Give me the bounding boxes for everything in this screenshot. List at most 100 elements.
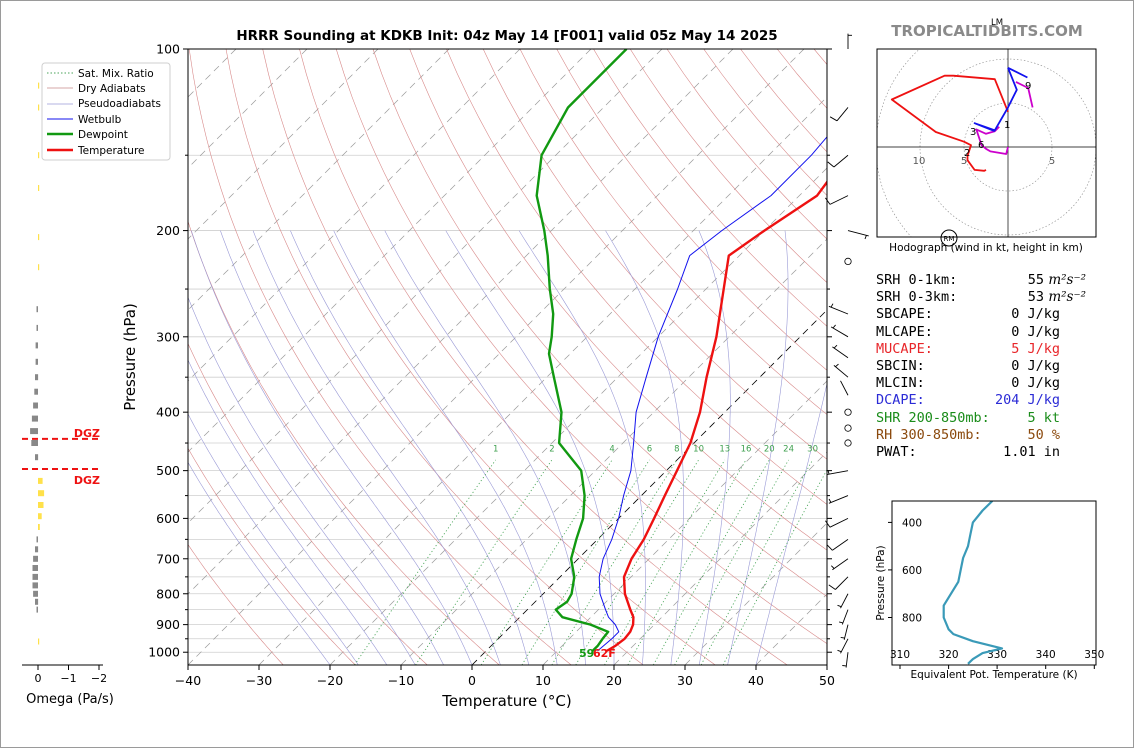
skewt-ylabel: Pressure (hPa) xyxy=(121,303,139,411)
param-value: 53 xyxy=(1027,289,1044,306)
theta-e-ylabel: Pressure (hPa) xyxy=(875,545,887,620)
dgz-label-top: DGZ xyxy=(74,427,100,440)
theta-e-xtick-label: 350 xyxy=(1084,649,1104,661)
hodograph-rings xyxy=(877,49,1096,237)
hodograph-rm-label: RM xyxy=(944,235,955,243)
omega-bar xyxy=(33,402,38,409)
wind-barb-calm xyxy=(844,257,852,265)
mixing-ratio-label: 10 xyxy=(693,445,704,455)
omega-bar xyxy=(35,358,38,365)
param-label: DCAPE: xyxy=(876,392,925,409)
omega-bar xyxy=(35,598,39,605)
mixing-ratio-label: 2 xyxy=(549,445,554,455)
omega-bar xyxy=(36,324,38,331)
hodograph-lm-label: LM xyxy=(991,18,1003,28)
theta-e-ytick-label: 800 xyxy=(902,613,922,625)
dry-adiabat xyxy=(225,49,644,665)
pressure-tick-label: 500 xyxy=(156,463,180,478)
pressure-tick-label: 200 xyxy=(156,223,180,238)
pseudoadiabat xyxy=(188,461,331,665)
param-row: DCAPE: 204 J/kg xyxy=(876,392,1106,409)
wind-barb-half-flag xyxy=(830,565,835,569)
dgz-label-bottom: DGZ xyxy=(74,474,100,487)
pressure-tick-label: 1000 xyxy=(148,645,180,660)
param-label: SBCIN: xyxy=(876,357,925,374)
theta-e-line xyxy=(942,501,1004,665)
dry-adiabat xyxy=(188,544,284,665)
omega-bar xyxy=(31,440,38,446)
omega-bar xyxy=(35,374,39,381)
theta-e-xlabel: Equivalent Pot. Temperature (K) xyxy=(910,669,1077,681)
omega-bar xyxy=(38,638,40,645)
hodograph-trace xyxy=(890,66,1034,172)
pseudoadiabat xyxy=(252,230,501,665)
mixing-ratio-label: 30 xyxy=(807,445,818,455)
wind-barb-shaft xyxy=(840,638,849,654)
pseudoadiabat xyxy=(220,230,473,665)
parameters-table: SRH 0-1km: 55 m²s⁻² SRH 0-3km: 53 m²s⁻² SBCAPE… xyxy=(876,272,1106,461)
mixing-ratio-label: 36 xyxy=(827,445,838,455)
skewt-axes-frame xyxy=(187,48,828,666)
omega-bar xyxy=(38,82,40,89)
theta-e-ytick-label: 400 xyxy=(902,517,922,529)
wind-barb-shaft xyxy=(829,195,849,205)
temperature-tick-label: −20 xyxy=(317,673,343,688)
wind-barb-shaft xyxy=(832,346,849,359)
param-row: MLCAPE: 0 J/kg xyxy=(876,324,1106,341)
param-value: 0 J/kg xyxy=(1011,375,1060,392)
mixing-ratio-label: 1 xyxy=(493,445,498,455)
hodograph-ring-label: 5 xyxy=(1049,156,1055,167)
dry-adiabat xyxy=(409,49,827,551)
hodograph-height-label: 6 xyxy=(978,140,984,151)
wind-barb-shaft xyxy=(833,154,849,168)
dry-adiabat xyxy=(188,49,572,665)
surface-dewpoint-label: 59 xyxy=(579,647,594,660)
theta-e-xtick-label: 320 xyxy=(939,649,959,661)
isotherm xyxy=(188,49,592,453)
pressure-tick-label: 700 xyxy=(156,551,180,566)
wind-barb-half-flag xyxy=(864,235,867,240)
mixing-ratio-line xyxy=(674,459,789,665)
param-row: SBCIN: 0 J/kg xyxy=(876,358,1106,375)
param-row: SBCAPE: 0 J/kg xyxy=(876,306,1106,323)
param-row: PWAT: 1.01 in xyxy=(876,444,1106,461)
temperature-tick-label: −10 xyxy=(388,673,414,688)
param-label: SRH 0-3km: xyxy=(876,289,958,306)
dry-adiabat xyxy=(482,49,827,460)
pseudoadiabat xyxy=(384,230,586,665)
omega-bar xyxy=(30,428,38,435)
omega-tick-label: 0 xyxy=(35,672,42,685)
legend-pseudoadiabats: Pseudoadiabats xyxy=(78,98,161,110)
pseudoadiabat xyxy=(755,382,827,665)
wind-barb-calm xyxy=(844,439,852,447)
param-label: SBCAPE: xyxy=(876,306,933,323)
mixing-ratio-line xyxy=(700,459,813,665)
wetbulb-line xyxy=(597,136,827,652)
pressure-tick-label: 600 xyxy=(156,511,180,526)
legend-dewpoint: Dewpoint xyxy=(78,129,128,141)
param-label: SRH 0-1km: xyxy=(876,272,958,288)
omega-bar xyxy=(31,415,38,422)
wind-barb-flag xyxy=(825,520,831,528)
param-value: 5 J/kg xyxy=(1011,340,1060,357)
omega-bar xyxy=(34,388,38,395)
mixing-ratio-line xyxy=(652,459,770,665)
temperature-tick-label: 0 xyxy=(468,673,476,688)
skewt-profiles xyxy=(535,49,827,652)
omega-bar xyxy=(32,573,38,580)
pseudoadiabat xyxy=(290,230,530,665)
dry-adiabat xyxy=(519,49,827,415)
hodograph-segment-0-1km xyxy=(890,74,1009,172)
hodograph-height-label: 2 xyxy=(964,148,970,159)
wind-barb-shaft xyxy=(835,576,849,590)
dry-adiabat xyxy=(188,447,356,665)
mixing-ratio-line xyxy=(415,459,553,665)
isotherm xyxy=(542,380,827,665)
param-label: RH 300-850mb: xyxy=(876,426,982,443)
wind-barb-shaft xyxy=(841,609,849,625)
mixing-ratio-label: 13 xyxy=(719,445,730,455)
pseudoadiabat xyxy=(518,230,646,665)
mixing-ratio-label: 8 xyxy=(674,445,679,455)
wind-barb-shaft xyxy=(828,305,849,315)
dry-adiabat xyxy=(188,342,428,665)
